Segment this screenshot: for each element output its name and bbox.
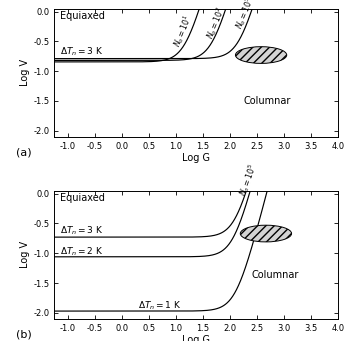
Text: $\Delta T_n=1$ K: $\Delta T_n=1$ K [138,299,182,312]
Text: (a): (a) [16,148,32,158]
Text: $\Delta T_n=3$ K: $\Delta T_n=3$ K [60,45,103,58]
Text: $N_o=10^5$: $N_o=10^5$ [236,162,261,198]
Y-axis label: Log V: Log V [21,241,30,268]
Text: $\Delta T_n=3$ K: $\Delta T_n=3$ K [60,224,103,237]
Ellipse shape [240,225,292,242]
Text: Columnar: Columnar [244,96,291,106]
X-axis label: Log G: Log G [182,336,210,341]
X-axis label: Log G: Log G [182,153,210,163]
Y-axis label: Log V: Log V [21,59,30,86]
Text: $N_o=10^5$: $N_o=10^5$ [232,0,257,31]
Text: Columnar: Columnar [252,270,299,280]
Text: $N_o=10^2$: $N_o=10^2$ [203,5,228,41]
Text: Equiaxed: Equiaxed [60,193,105,203]
Text: $N_o=10^1$: $N_o=10^1$ [170,13,196,49]
Text: (b): (b) [16,330,32,340]
Text: Equiaxed: Equiaxed [60,11,105,21]
Ellipse shape [236,47,287,63]
Text: $\Delta T_n=2$ K: $\Delta T_n=2$ K [60,245,103,258]
